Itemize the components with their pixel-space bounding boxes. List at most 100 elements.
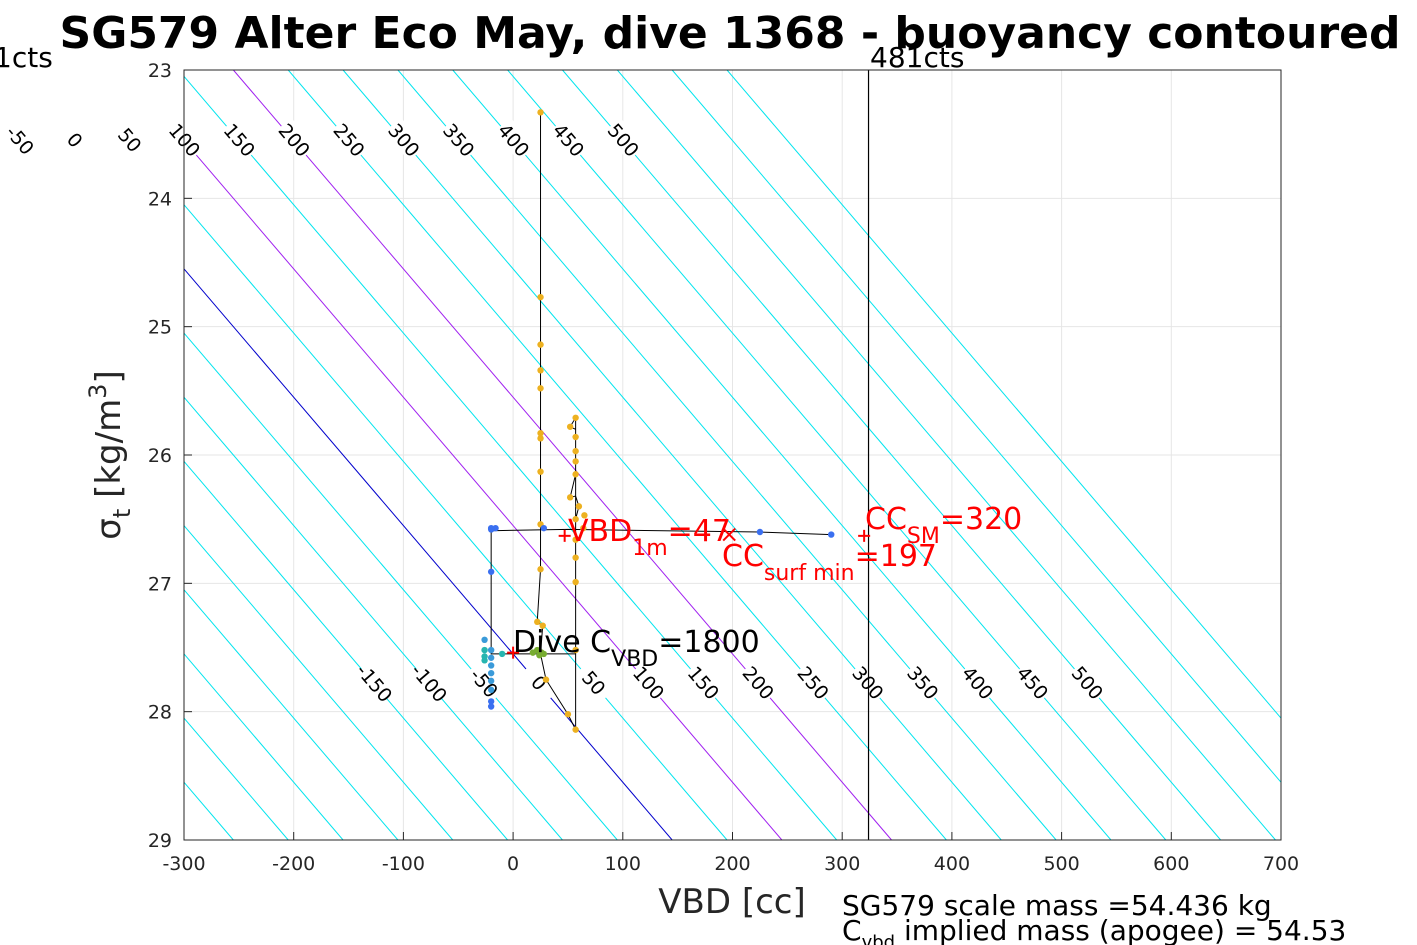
data-point	[756, 528, 764, 536]
data-points	[481, 109, 835, 733]
data-point	[487, 646, 495, 654]
data-point	[572, 646, 579, 654]
data-point	[537, 367, 544, 374]
plus-marker	[558, 529, 571, 542]
data-point	[564, 711, 572, 718]
implied-mass-sub: vbd	[862, 932, 896, 945]
x-tick-label: 100	[605, 853, 641, 875]
contour-label-top-bg	[274, 117, 316, 161]
contour-label-bottom-bg	[573, 660, 616, 704]
contour-line	[397, 70, 1057, 840]
y-tick-label: 28	[148, 702, 172, 724]
x-tick-label: 700	[1263, 853, 1299, 875]
cc-sm-value: =320	[940, 502, 1022, 537]
contour-line	[184, 139, 783, 840]
contour-label-top-bg	[0, 117, 42, 161]
contour-label-top-bg	[384, 117, 426, 161]
contour-line	[184, 588, 399, 840]
x-tick-label: -200	[272, 853, 315, 875]
contour-label-bottom-bg	[1012, 660, 1055, 704]
data-point	[498, 650, 506, 658]
x-ticks: -300 -200 -100 0 100 200 300 400 500 600 700	[162, 832, 1299, 875]
contour-label-top-bg	[219, 117, 262, 161]
y-tick-label: 25	[148, 317, 172, 339]
data-point	[487, 568, 495, 575]
data-point	[487, 698, 495, 705]
cc-surf-sub: surf min	[764, 561, 855, 586]
data-point	[537, 293, 544, 301]
contour-line	[287, 70, 947, 840]
data-point	[572, 554, 579, 561]
contour-label-top-bg	[109, 117, 152, 161]
data-point	[572, 515, 579, 523]
data-point	[572, 726, 579, 733]
contour-label-bottom-bg	[464, 660, 506, 704]
data-point	[492, 524, 499, 532]
cc-surf-base: CC	[722, 539, 764, 574]
plus-marker	[858, 529, 871, 542]
data-point	[537, 566, 544, 573]
x-marker-stroke	[722, 527, 736, 542]
data-point	[481, 646, 488, 654]
data-point	[540, 524, 548, 532]
data-point	[487, 524, 495, 532]
contour-line	[726, 70, 1281, 719]
contour-label-top-bg	[493, 117, 536, 161]
chart-title: SG579 Alter Eco May, dive 1368 - buoyanc…	[60, 8, 1401, 59]
vbd-1m-base: VBD	[568, 514, 632, 549]
y-axis-label-sub: t	[108, 509, 136, 518]
data-point	[575, 503, 583, 510]
vbd-1m-annotation: VBD1m=47	[568, 514, 731, 561]
contour-line	[671, 70, 1281, 784]
contour-line	[184, 524, 454, 840]
data-point	[572, 536, 579, 543]
contour-label-top-bg	[164, 117, 207, 161]
data-point	[534, 618, 541, 626]
vbd-1m-sub: 1m	[632, 536, 667, 561]
x-tick-label: -300	[162, 853, 205, 875]
y-axis-label-end: ]	[89, 370, 129, 383]
contour-label-bottom-bg	[683, 660, 726, 704]
scale-mass-text: SG579 scale mass =54.436 kg	[842, 889, 1272, 922]
contour-label-bottom-bg	[738, 660, 780, 704]
data-point	[581, 512, 588, 519]
y-tick-label: 23	[148, 60, 172, 82]
data-point	[572, 447, 579, 455]
data-point	[572, 578, 579, 586]
contour-label-bottom-bg	[957, 660, 1000, 704]
dive-cvbd-base: Dive C	[513, 625, 611, 660]
x-marker	[722, 527, 736, 542]
marker-points	[507, 527, 871, 659]
contour-line	[184, 653, 344, 840]
y-tick-label: 24	[148, 188, 172, 210]
data-point	[537, 468, 544, 475]
x-tick-label: 400	[934, 853, 970, 875]
contour-label-bottom-bg	[519, 660, 561, 704]
dive-cvbd-annotation: Dive CVBD=1800	[513, 625, 760, 672]
y-tick-label: 27	[148, 573, 172, 595]
data-point	[537, 385, 544, 392]
cc-sm-annotation: CCSM=320	[865, 502, 1022, 549]
x-tick-label: 0	[507, 853, 519, 875]
contour-line	[184, 203, 728, 840]
contour-label-top-group: 0	[55, 117, 97, 161]
contour-label-bottom-bg	[903, 660, 945, 704]
x-tick-label: 600	[1153, 853, 1189, 875]
y-axis-label-text: [kg/m	[89, 399, 129, 509]
contour-line	[616, 70, 1276, 840]
y-tick-label: 29	[148, 830, 172, 852]
implied-mass-text: Cvbd implied mass (apogee) = 54.53	[842, 914, 1346, 945]
contour-label-bottom-bg	[628, 660, 671, 704]
data-point	[566, 423, 574, 430]
contour-label-top-bg	[603, 117, 646, 161]
buoyancy-contours	[184, 70, 1281, 840]
x-tick-label: 200	[714, 853, 750, 875]
data-point	[580, 524, 587, 532]
cc-sm-sub: SM	[907, 524, 940, 549]
data-point	[487, 703, 495, 710]
cc-surf-value: =197	[855, 539, 937, 574]
y-axis-label: σt [kg/m3]	[84, 370, 136, 539]
data-point	[537, 429, 544, 437]
data-point	[529, 649, 537, 656]
dive-cvbd-sub: VBD	[611, 647, 658, 672]
